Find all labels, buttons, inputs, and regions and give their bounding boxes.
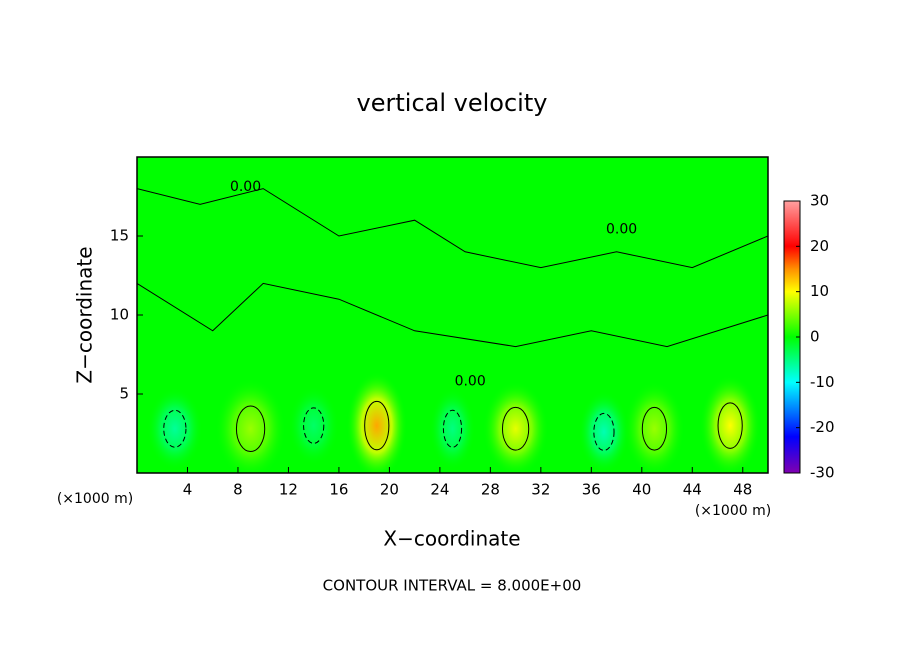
x-tick-label: 40 [632,481,651,499]
colorbar-tick-label: -30 [810,464,835,482]
contour-line [303,407,325,444]
colorbar-tick-label: -20 [810,418,835,436]
contour-label: 0.00 [230,179,261,195]
contour-line [641,406,668,451]
colorbar-tick-label: 0 [810,328,820,346]
contour-line [163,409,187,448]
x-tick-label: 4 [183,481,193,499]
y-tick-label: 15 [110,227,129,245]
chart-title: vertical velocity [357,89,548,117]
y-unit: (×1000 m) [57,491,133,507]
y-axis-label: Z−coordinate [73,246,97,383]
velocity-cell [624,381,685,473]
x-axis-label: X−coordinate [383,527,520,551]
x-unit: (×1000 m) [695,503,771,519]
velocity-cell [699,375,761,473]
x-tick-label: 16 [329,481,348,499]
contour-line [593,412,615,451]
contour-line [235,405,266,453]
velocity-cell [482,381,549,473]
velocity-cell [288,386,339,466]
velocity-cell [147,387,203,470]
zero-contour [137,282,768,348]
zero-contour [137,188,768,269]
contour-line [364,400,390,451]
x-tick-label: 20 [380,481,399,499]
contour-label: 0.00 [606,222,637,238]
colorbar-tick-label: 10 [810,282,829,300]
x-tick-label: 28 [481,481,500,499]
x-tick-label: 36 [582,481,601,499]
velocity-cell [429,387,476,470]
x-tick-label: 12 [279,481,298,499]
x-tick-label: 48 [733,481,752,499]
y-tick-label: 10 [110,306,129,324]
contour-line [717,402,743,449]
contour-label: 0.00 [455,373,486,389]
x-tick-label: 8 [233,481,243,499]
contour-line [501,406,530,451]
y-tick-label: 5 [119,385,129,403]
x-tick-label: 32 [531,481,550,499]
velocity-cell [215,378,286,473]
colorbar-tick-label: 30 [810,192,829,210]
x-tick-label: 44 [683,481,702,499]
x-tick-label: 24 [430,481,449,499]
velocity-cell [578,390,630,473]
field [137,157,768,473]
velocity-cell [346,371,408,473]
colorbar-tick-label: -10 [810,373,835,391]
contour-line [442,409,463,448]
colorbar-tick-label: 20 [810,237,829,255]
footnote: CONTOUR INTERVAL = 8.000E+00 [323,577,582,595]
